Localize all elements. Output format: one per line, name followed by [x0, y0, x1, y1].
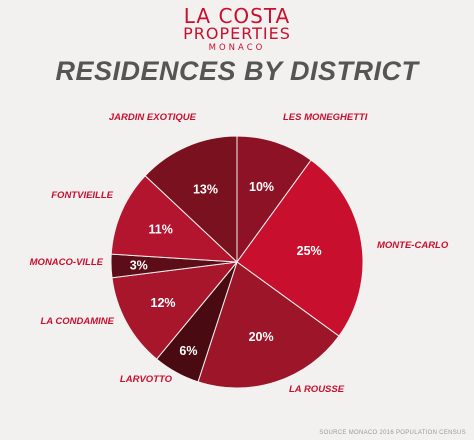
pie-value-label-les-moneghetti: 10% [249, 180, 274, 194]
chart-title: RESIDENCES BY DISTRICT [55, 56, 419, 86]
brand-logo: LA COSTA PROPERTIES MONACO [0, 6, 474, 54]
pie-slice-fontvieille [110, 175, 239, 263]
pie-value-label-jardin-exotique: 13% [193, 183, 218, 197]
pie-slice-les-moneghetti [236, 135, 312, 264]
pie-value-label-larvotto: 6% [179, 344, 197, 358]
pie-slice-la-condamine [111, 261, 239, 360]
pie-slice-monte-carlo [236, 159, 364, 337]
pie-category-label-jardin-exotique: JARDIN EXOTIQUE [109, 112, 197, 123]
brand-subname: PROPERTIES [183, 24, 291, 43]
pie-slice-la-rousse [197, 261, 340, 389]
source-note: SOURCE MONACO 2016 POPULATION CENSUS [319, 430, 466, 436]
pie-value-label-fontvieille: 11% [149, 222, 173, 236]
pie-value-label-monte-carlo: 25% [297, 244, 322, 258]
pie-value-label-monaco-ville: 3% [130, 259, 148, 273]
pie-category-label-la-condamine: LA CONDAMINE [40, 316, 114, 327]
pie-value-label-la-rousse: 20% [249, 330, 274, 344]
pie-category-label-monte-carlo: MONTE-CARLO [377, 240, 449, 251]
pie-category-label-larvotto: LARVOTTO [120, 374, 173, 385]
pie-category-label-la-rousse: LA ROUSSE [289, 384, 345, 395]
pie-category-label-monaco-ville: MONACO-VILLE [30, 257, 104, 268]
pie-category-label-fontvieille: FONTVIEILLE [51, 190, 113, 201]
brand-name: LA COSTA [183, 4, 291, 28]
pie-category-label-les-moneghetti: LES MONEGHETTI [283, 112, 368, 123]
pie-value-label-la-condamine: 12% [151, 296, 176, 310]
brand-location: MONACO [208, 43, 266, 53]
pie-slice-jardin-exotique [144, 135, 238, 264]
